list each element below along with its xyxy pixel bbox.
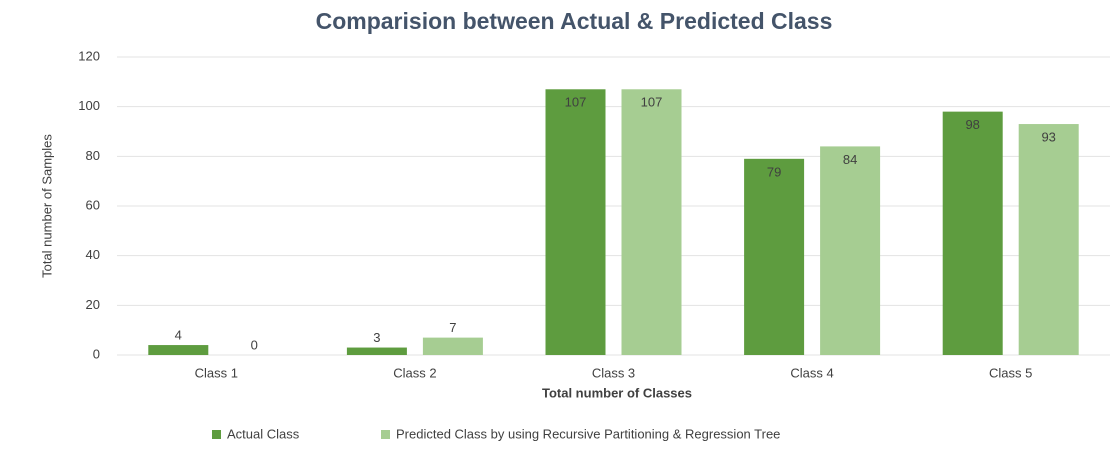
bar: [422, 337, 483, 355]
data-label: 84: [843, 152, 857, 167]
bar: [148, 345, 209, 355]
data-label: 3: [373, 330, 380, 345]
y-tick-label: 80: [86, 148, 100, 163]
bar: [1018, 124, 1079, 355]
x-tick-label: Class 1: [195, 365, 238, 380]
data-label: 4: [175, 328, 182, 343]
data-label: 0: [251, 337, 258, 352]
legend-label: Predicted Class by using Recursive Parti…: [396, 426, 780, 441]
x-tick-label: Class 2: [393, 365, 436, 380]
bar: [942, 111, 1003, 355]
data-label: 7: [449, 320, 456, 335]
y-tick-label: 40: [86, 247, 100, 262]
chart-title: Comparision between Actual & Predicted C…: [316, 8, 833, 34]
data-label: 107: [641, 95, 663, 110]
y-axis-label: Total number of Samples: [39, 134, 54, 278]
data-label: 98: [965, 117, 979, 132]
x-axis-label: Total number of Classes: [542, 385, 692, 400]
y-tick-label: 60: [86, 197, 100, 212]
x-tick-label: Class 5: [989, 365, 1032, 380]
data-label: 93: [1041, 129, 1055, 144]
bar: [744, 158, 805, 355]
y-tick-label: 120: [78, 48, 100, 63]
data-label: 107: [565, 95, 587, 110]
legend-swatch: [212, 430, 221, 439]
y-tick-label: 0: [93, 346, 100, 361]
data-label: 79: [767, 164, 781, 179]
y-tick-label: 20: [86, 297, 100, 312]
bar: [346, 347, 407, 355]
x-tick-label: Class 3: [592, 365, 635, 380]
bar: [820, 146, 881, 355]
bar: [545, 89, 606, 356]
bar: [621, 89, 682, 356]
legend-swatch: [381, 430, 390, 439]
y-tick-label: 100: [78, 98, 100, 113]
x-tick-label: Class 4: [790, 365, 833, 380]
legend-label: Actual Class: [227, 426, 300, 441]
